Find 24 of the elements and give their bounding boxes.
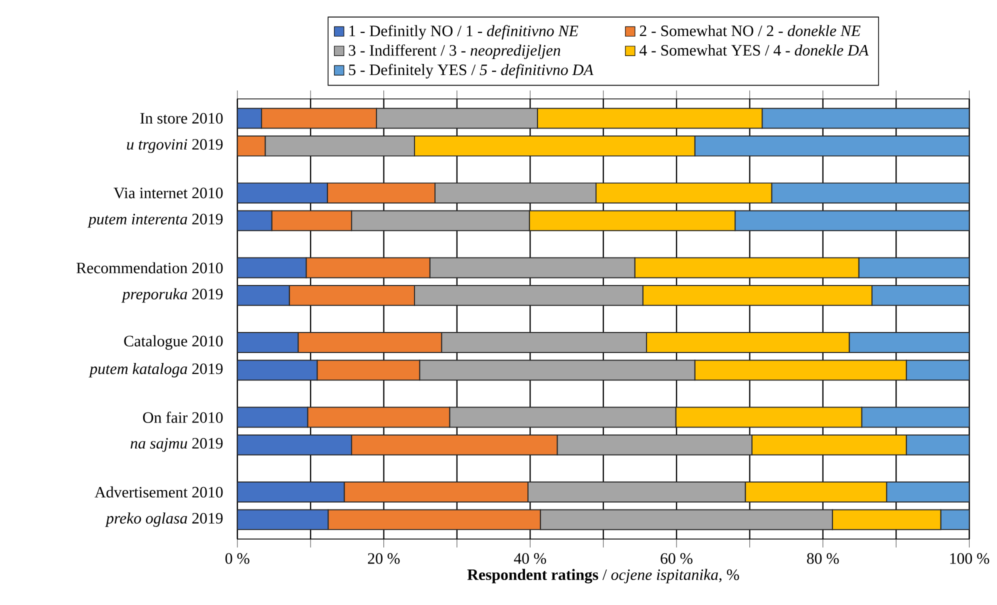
y-tick-label: In store 2010 xyxy=(140,112,223,124)
y-tick-label: Advertisement 2010 xyxy=(94,486,223,498)
x-axis-title: Respondent ratings / ocjene ispitanika, % xyxy=(467,568,740,584)
y-tick-label: putem interenta 2019 xyxy=(88,214,223,228)
y-tick-label: Catalogue 2010 xyxy=(124,335,223,350)
legend-label: 1 - Definitly NO / 1 - definitivno NE xyxy=(350,24,578,40)
x-tick-label: 100 % xyxy=(950,553,990,564)
y-tick-label: preporuka 2019 xyxy=(121,288,223,302)
y-tick-label: putem kataloga 2019 xyxy=(88,362,223,378)
x-tick-label: 20 % xyxy=(368,553,400,564)
y-tick-label: u trgovini 2019 xyxy=(127,138,223,153)
legend-label: 3 - Indifferent / 3 - neopredijeljen xyxy=(348,44,560,59)
x-tick-label: 60 % xyxy=(660,553,692,564)
x-tick-label: 40 % xyxy=(514,553,546,564)
y-tick-label: Via internet 2010 xyxy=(114,188,223,198)
y-tick-label: Recommendation 2010 xyxy=(76,262,223,274)
y-tick-label: preko oglasa 2019 xyxy=(105,512,223,527)
y-tick-label: na sajmu 2019 xyxy=(130,438,223,452)
y-tick-label: On fair 2010 xyxy=(143,411,223,423)
x-tick-label: 0 % xyxy=(225,553,250,564)
legend-label: 4 - Somewhat YES / 4 - donekle DA xyxy=(640,44,869,56)
x-tick-label: 80 % xyxy=(807,553,839,564)
legend-label: 5 - Definitely YES / 5 - definitivno DA xyxy=(349,64,594,78)
legend-label: 2 - Somewhat NO / 2 - donekle NE xyxy=(640,24,860,36)
